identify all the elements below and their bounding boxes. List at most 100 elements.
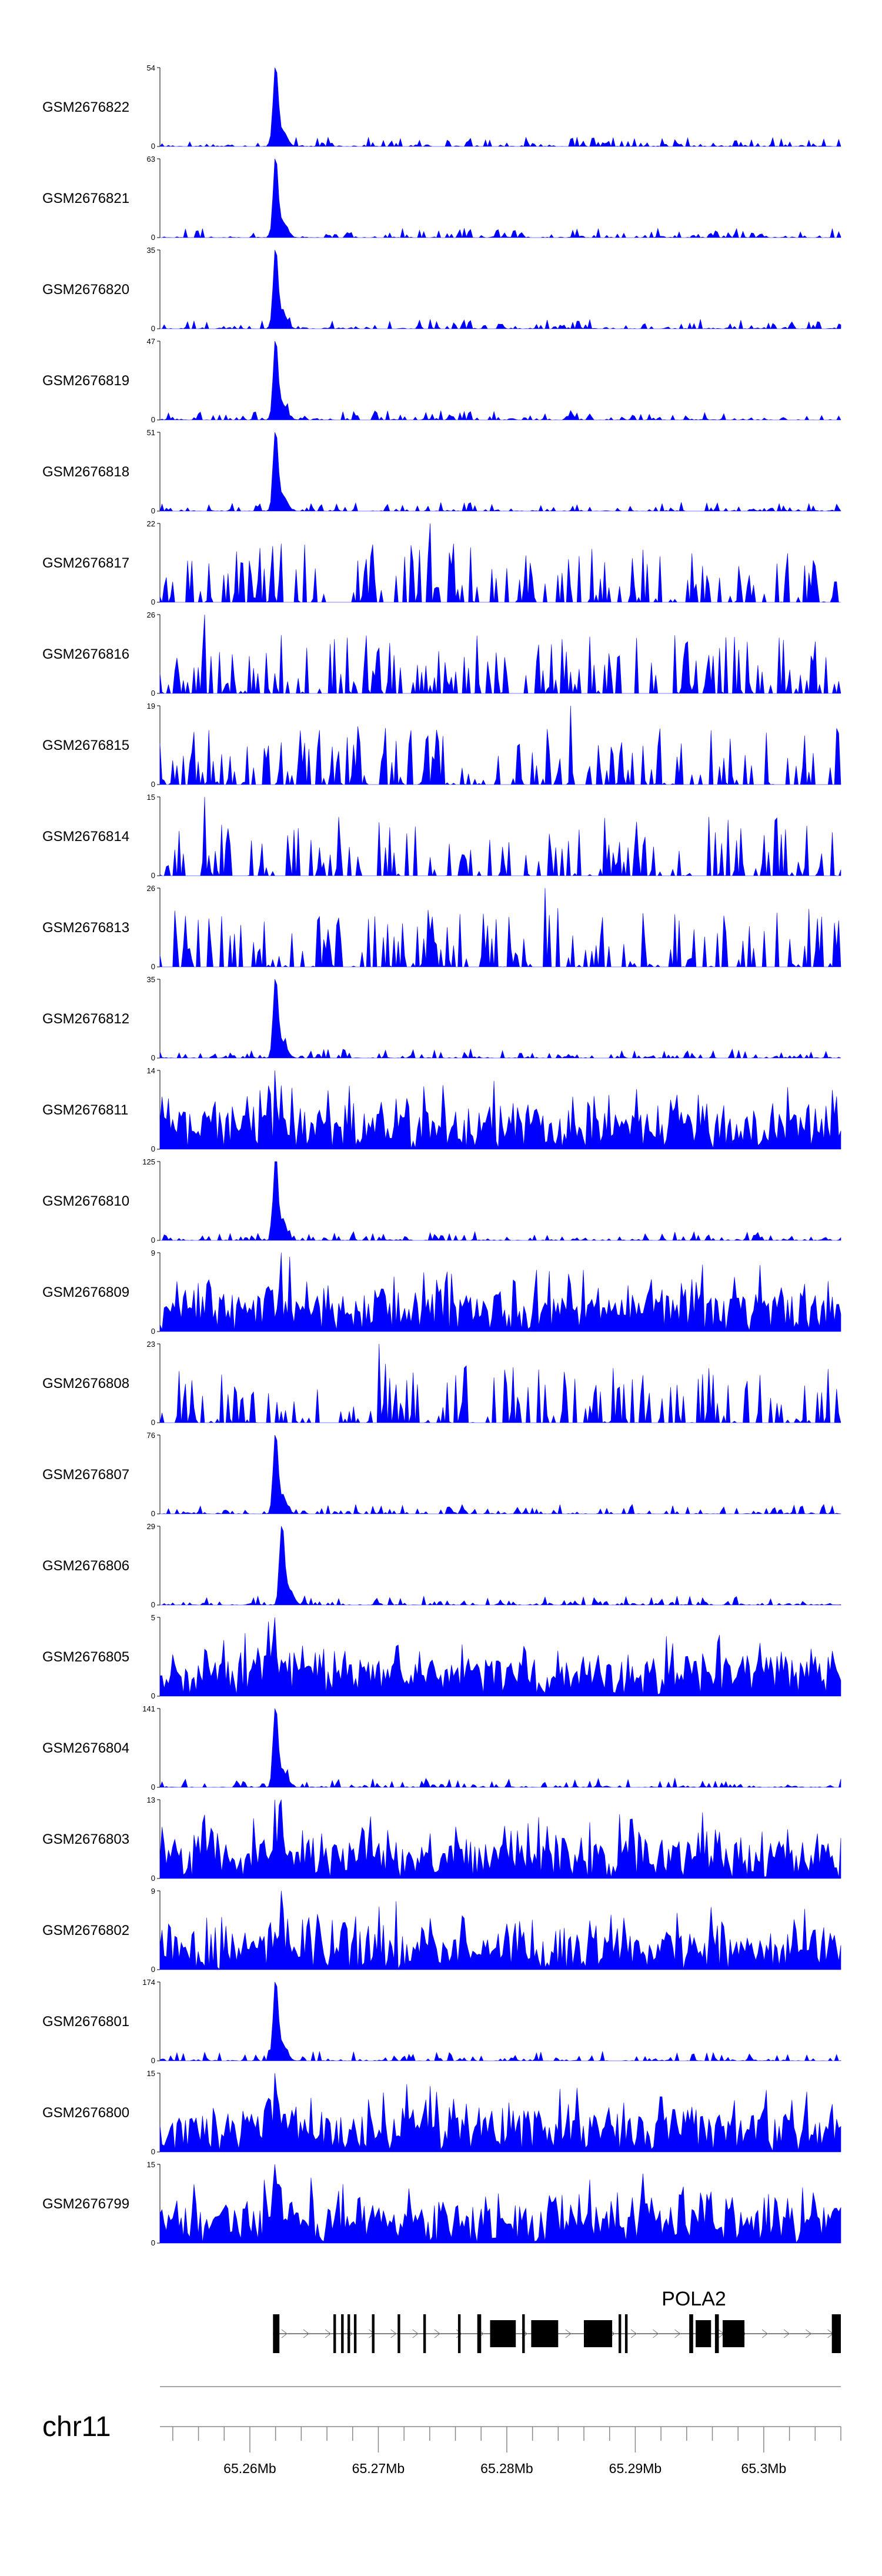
coverage-area	[159, 979, 841, 1059]
y-tick-label-zero: 0	[151, 142, 155, 151]
y-tick-label-max: 47	[147, 337, 155, 346]
coverage-area	[159, 432, 841, 512]
y-tick-label-max: 15	[147, 793, 155, 802]
coverage-area	[159, 887, 841, 968]
track-GSM2676817: GSM2676817 22 0	[42, 519, 841, 606]
sample-label: GSM2676822	[42, 99, 129, 115]
sample-label: GSM2676805	[42, 1649, 129, 1665]
sample-label: GSM2676814	[42, 829, 129, 845]
track-GSM2676801: GSM2676801 174 0	[42, 1978, 841, 2065]
track-GSM2676807: GSM2676807 76 0	[42, 1431, 841, 1518]
strand-arrow	[674, 2329, 681, 2338]
strand-arrow	[325, 2329, 332, 2338]
coverage-area	[159, 1070, 841, 1150]
sample-label: GSM2676820	[42, 282, 129, 298]
exon	[584, 2320, 613, 2347]
y-tick-label-max: 22	[147, 519, 155, 528]
y-tick-label-zero: 0	[151, 598, 155, 606]
x-tick-label: 65.3Mb	[741, 2461, 787, 2476]
track-GSM2676799: GSM2676799 15 0	[42, 2160, 841, 2247]
y-tick-label-max: 19	[147, 702, 155, 710]
coverage-area	[159, 1981, 841, 2062]
coverage-area	[159, 341, 841, 421]
coverage-area	[160, 158, 841, 239]
track-GSM2676814: GSM2676814 15 0	[42, 793, 841, 880]
coverage-area	[159, 1252, 841, 1332]
y-tick-label-max: 76	[147, 1431, 155, 1440]
x-tick-label: 65.29Mb	[609, 2461, 662, 2476]
exon	[689, 2314, 693, 2353]
coverage-area	[159, 1343, 841, 1424]
chromosome-label: chr11	[42, 2411, 111, 2442]
y-tick-label-max: 35	[147, 246, 155, 255]
exon	[522, 2314, 525, 2353]
sample-label: GSM2676799	[42, 2196, 129, 2212]
y-tick-label-zero: 0	[151, 780, 155, 789]
y-tick-label-zero: 0	[151, 1509, 155, 1518]
strand-arrow	[434, 2329, 440, 2338]
y-tick-label-zero: 0	[151, 2147, 155, 2156]
track-GSM2676819: GSM2676819 47 0	[42, 337, 841, 424]
strand-arrow	[565, 2329, 572, 2338]
track-GSM2676803: GSM2676803 13 0	[42, 1796, 841, 1883]
exon	[397, 2314, 400, 2353]
y-tick-label-max: 5	[151, 1613, 155, 1622]
y-tick-label-zero: 0	[151, 2238, 155, 2247]
y-tick-label-zero: 0	[151, 233, 155, 242]
sample-label: GSM2676804	[42, 1740, 129, 1756]
y-tick-label-zero: 0	[151, 1327, 155, 1336]
y-tick-label-max: 35	[147, 975, 155, 984]
y-tick-label-zero: 0	[151, 1691, 155, 1700]
track-GSM2676800: GSM2676800 15 0	[42, 2069, 841, 2156]
sample-label: GSM2676817	[42, 555, 129, 571]
sample-label: GSM2676819	[42, 373, 129, 389]
exon	[531, 2320, 559, 2347]
exon	[341, 2314, 344, 2353]
y-tick-label-zero: 0	[151, 1144, 155, 1153]
coverage-area	[159, 705, 841, 785]
y-tick-label-max: 15	[147, 2160, 155, 2169]
strand-arrow	[783, 2329, 790, 2338]
sample-label: GSM2676809	[42, 1284, 129, 1300]
y-tick-label-zero: 0	[151, 689, 155, 698]
exon	[723, 2320, 745, 2347]
y-tick-label-zero: 0	[151, 1783, 155, 1791]
sample-label: GSM2676803	[42, 1831, 129, 1847]
gene-name-label: POLA2	[662, 2288, 726, 2310]
sample-label: GSM2676800	[42, 2105, 129, 2121]
exon	[477, 2314, 482, 2353]
coverage-area	[160, 1161, 841, 1241]
y-tick-label-zero: 0	[151, 1600, 155, 1609]
sample-label: GSM2676807	[42, 1467, 129, 1483]
coverage-area	[159, 523, 841, 603]
exon	[423, 2314, 426, 2353]
exon	[831, 2314, 841, 2353]
track-GSM2676821: GSM2676821 63 0	[42, 155, 841, 242]
coverage-tracks: GSM2676822540GSM2676821630GSM2676820350G…	[42, 64, 841, 2247]
sample-label: GSM2676806	[42, 1558, 129, 1574]
y-tick-label-zero: 0	[151, 2056, 155, 2065]
strand-arrow	[761, 2329, 768, 2338]
strand-arrow	[390, 2329, 397, 2338]
y-tick-label-zero: 0	[151, 415, 155, 424]
sample-label: GSM2676813	[42, 920, 129, 936]
y-tick-label-max: 9	[151, 1887, 155, 1896]
exon	[348, 2314, 350, 2353]
coverage-area	[159, 1708, 841, 1788]
y-tick-label-zero: 0	[151, 1965, 155, 1974]
exon	[333, 2314, 336, 2353]
sample-label: GSM2676810	[42, 1193, 129, 1209]
coverage-area	[159, 1890, 841, 1970]
sample-label: GSM2676821	[42, 191, 129, 206]
exon	[372, 2314, 375, 2353]
track-GSM2676812: GSM2676812 35 0	[42, 975, 841, 1062]
track-GSM2676810: GSM2676810 125 0	[42, 1157, 841, 1244]
exon	[619, 2314, 622, 2353]
track-GSM2676805: GSM2676805 5 0	[42, 1613, 841, 1700]
strand-arrow	[412, 2329, 419, 2338]
genome-axis-track: chr11 65.26Mb 65.27Mb 65.28Mb 65.29Mb 65.3Mb	[42, 2386, 841, 2476]
strand-arrow	[303, 2329, 309, 2338]
track-GSM2676816: GSM2676816 26 0	[42, 610, 841, 698]
sample-label: GSM2676815	[42, 738, 129, 753]
